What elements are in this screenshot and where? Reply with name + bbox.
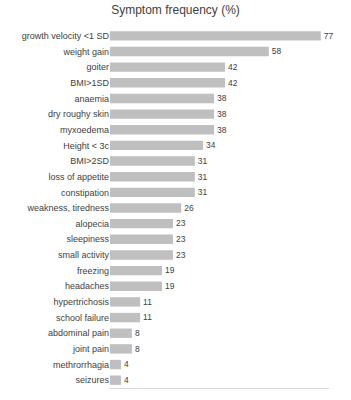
svg-text:school failure: school failure [56, 313, 109, 323]
svg-text:small activity: small activity [58, 250, 110, 260]
svg-text:goiter: goiter [86, 62, 109, 72]
svg-text:weakness, tiredness: weakness, tiredness [26, 203, 109, 213]
svg-text:8: 8 [135, 328, 140, 338]
svg-text:weight gain: weight gain [62, 47, 109, 57]
svg-text:58: 58 [272, 46, 282, 56]
svg-text:growth velocity <1 SD: growth velocity <1 SD [22, 31, 110, 41]
svg-text:8: 8 [135, 344, 140, 354]
svg-text:31: 31 [198, 156, 208, 166]
svg-text:11: 11 [143, 312, 152, 322]
svg-text:77: 77 [324, 31, 334, 41]
svg-text:methrorrhagia: methrorrhagia [53, 360, 109, 370]
svg-text:anaemia: anaemia [74, 94, 109, 104]
svg-text:23: 23 [176, 218, 186, 228]
svg-text:loss of appetite: loss of appetite [48, 172, 109, 182]
svg-text:BMI>1SD: BMI>1SD [70, 78, 109, 88]
svg-text:31: 31 [198, 172, 208, 182]
svg-text:26: 26 [184, 203, 194, 213]
svg-text:freezing: freezing [77, 266, 109, 276]
svg-text:38: 38 [217, 93, 227, 103]
svg-text:23: 23 [176, 234, 186, 244]
svg-text:dry roughy skin: dry roughy skin [48, 109, 109, 119]
svg-text:myxoedema: myxoedema [60, 125, 109, 135]
svg-text:38: 38 [217, 125, 227, 135]
svg-text:42: 42 [228, 62, 238, 72]
svg-text:alopecia: alopecia [75, 219, 109, 229]
svg-text:42: 42 [228, 78, 238, 88]
svg-text:38: 38 [217, 109, 227, 119]
svg-text:11: 11 [143, 297, 152, 307]
svg-text:19: 19 [165, 265, 175, 275]
svg-text:19: 19 [165, 281, 175, 291]
svg-text:31: 31 [198, 187, 208, 197]
svg-text:joint pain: joint pain [72, 344, 109, 354]
svg-text:23: 23 [176, 250, 186, 260]
svg-text:4: 4 [124, 359, 129, 369]
svg-text:Symptom frequency (%): Symptom frequency (%) [111, 3, 240, 17]
svg-text:Height < 3c: Height < 3c [63, 141, 109, 151]
svg-text:sleepiness: sleepiness [66, 234, 109, 244]
svg-text:abdominal pain: abdominal pain [48, 328, 109, 338]
svg-text:BMI>2SD: BMI>2SD [70, 156, 109, 166]
svg-text:34: 34 [206, 140, 216, 150]
svg-text:hypertrichosis: hypertrichosis [53, 297, 109, 307]
svg-text:seizures: seizures [75, 375, 109, 385]
svg-text:headaches: headaches [65, 281, 110, 291]
svg-text:constipation: constipation [61, 188, 109, 198]
svg-text:4: 4 [124, 375, 129, 385]
